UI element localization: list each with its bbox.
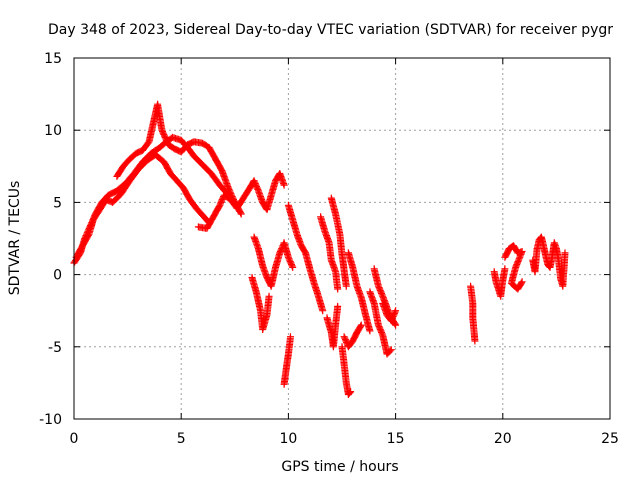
data-point: [280, 181, 288, 189]
x-tick-label: 15: [387, 431, 405, 447]
data-point: [347, 388, 355, 396]
x-tick-label: 25: [601, 431, 619, 447]
data-point: [237, 210, 245, 218]
chart-title: Day 348 of 2023, Sidereal Day-to-day VTE…: [48, 22, 613, 38]
data-point: [357, 321, 365, 329]
data-point: [334, 285, 342, 293]
data-point: [517, 279, 525, 287]
data-point: [392, 307, 400, 315]
data-point: [386, 347, 394, 355]
x-tick-label: 10: [279, 431, 297, 447]
data-point: [265, 292, 273, 300]
data-point: [287, 333, 294, 341]
y-tick-label: -10: [39, 412, 62, 428]
data-point: [237, 209, 244, 217]
data-point: [392, 321, 400, 329]
data-point: [391, 320, 399, 328]
x-tick-label: 0: [70, 431, 79, 447]
data-point: [501, 265, 509, 273]
data-point: [366, 327, 374, 335]
data-point: [334, 302, 342, 310]
x-tick-label: 5: [177, 431, 186, 447]
x-tick-labels: 0 5 10 15 20 25: [70, 431, 619, 447]
data-point: [346, 389, 354, 396]
data-points: [70, 100, 569, 398]
data-point: [357, 322, 365, 330]
axis-ticks: [73, 57, 611, 420]
x-axis-label: GPS time / hours: [281, 459, 398, 475]
y-tick-labels: -10 -5 0 5 10 15: [39, 51, 62, 428]
x-tick-label: 20: [494, 431, 512, 447]
y-tick-label: 10: [44, 123, 62, 139]
y-tick-label: 0: [53, 268, 62, 284]
data-point: [471, 337, 479, 345]
data-point: [342, 282, 350, 290]
data-point: [289, 263, 297, 271]
grid: [74, 58, 610, 419]
y-tick-label: 15: [44, 51, 62, 67]
data-point: [518, 278, 526, 286]
y-tick-label: 5: [53, 195, 62, 211]
y-axis-label: SDTVAR / TECUs: [7, 181, 23, 296]
y-tick-label: -5: [48, 340, 62, 356]
data-point: [561, 249, 569, 257]
data-point: [387, 346, 395, 354]
data-point: [319, 307, 327, 315]
plot-frame: [73, 57, 611, 420]
